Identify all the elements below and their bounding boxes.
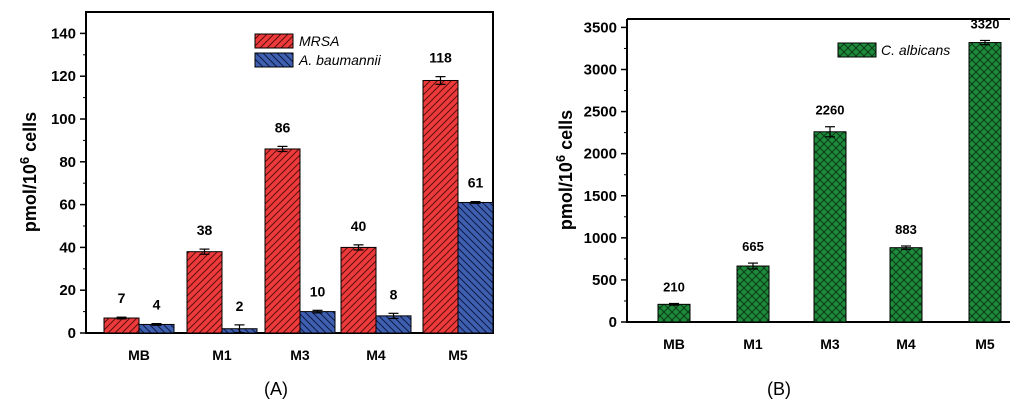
bar-c-albicans-m1 [736, 265, 770, 323]
legend-label-c-albicans: C. albicans [881, 42, 950, 58]
bar-c-albicans-m5 [968, 42, 1002, 323]
y-tick-label: 500 [592, 272, 617, 289]
y-tick-label: 1000 [584, 230, 617, 247]
x-tick-label-mb: MB [663, 336, 685, 352]
data-label-a-baumannii-mb: 4 [153, 297, 161, 313]
x-tick-label-m4: M4 [366, 347, 386, 363]
y-axis-a: 0 20 40 60 80 100 120 140 [51, 25, 86, 342]
y-tick-label: 40 [59, 239, 76, 256]
bar-c-albicans-m3 [813, 131, 847, 323]
y-tick-label: 100 [51, 111, 76, 128]
data-label-a-baumannii-m3: 10 [310, 283, 326, 299]
chart-panel-b: 0 500 1000 1500 2000 2500 3000 3500 210 665 2260 8… [553, 16, 1010, 399]
data-label-c-albicans-m5: 3320 [971, 16, 1000, 31]
data-label-mrsa-m4: 40 [351, 218, 367, 234]
panel-label-a: (A) [264, 379, 288, 399]
y-tick-label: 80 [59, 154, 76, 171]
legend-label-mrsa: MRSA [299, 33, 339, 49]
y-tick-label: 120 [51, 68, 76, 85]
y-tick-label: 60 [59, 197, 76, 214]
x-tick-label-m3: M3 [820, 336, 840, 352]
legend-swatch-c-albicans [837, 42, 877, 58]
data-label-c-albicans-m4: 883 [895, 222, 917, 237]
bar-a-baumannii-m3 [299, 311, 336, 334]
legend-label-a-baumannii: A. baumannii [298, 52, 382, 68]
legend-swatch-a-baumannii [254, 52, 294, 68]
bar-mrsa-m3 [264, 148, 301, 334]
y-tick-label: 20 [59, 282, 76, 299]
y-axis-label-a: pmol/106 cells [17, 112, 40, 232]
y-tick-label: 1500 [584, 188, 617, 205]
bar-mrsa-mb [103, 317, 140, 334]
bar-mrsa-m1 [186, 251, 223, 334]
x-tick-label-m3: M3 [290, 347, 310, 363]
data-label-c-albicans-mb: 210 [663, 279, 685, 294]
y-tick-label: 2500 [584, 104, 617, 121]
data-label-mrsa-m3: 86 [275, 119, 291, 135]
bar-mrsa-m5 [422, 79, 459, 334]
data-label-c-albicans-m1: 665 [742, 239, 764, 254]
bar-a-baumannii-m5 [457, 201, 494, 334]
data-label-c-albicans-m3: 2260 [816, 103, 845, 118]
data-label-mrsa-m5: 118 [429, 50, 452, 66]
bars-b: 210 665 2260 883 3320 [657, 16, 1002, 323]
legend-b: C. albicans [837, 42, 950, 58]
x-axis-b: MB M1 M3 M4 M5 [663, 336, 995, 352]
bar-c-albicans-mb [657, 303, 691, 323]
bar-mrsa-m4 [340, 246, 377, 334]
y-tick-label: 140 [51, 25, 76, 42]
x-tick-label-m1: M1 [743, 336, 763, 352]
y-tick-label: 3000 [584, 62, 617, 79]
x-tick-label-m4: M4 [896, 336, 916, 352]
legend-swatch-mrsa [254, 33, 294, 49]
panel-label-b: (B) [767, 379, 791, 399]
data-label-a-baumannii-m4: 8 [390, 286, 398, 302]
data-label-a-baumannii-m1: 2 [236, 298, 244, 314]
x-axis-a: MB M1 M3 M4 M5 [128, 347, 468, 363]
x-tick-label-m5: M5 [975, 336, 995, 352]
y-axis-b: 0 500 1000 1500 2000 2500 3000 3500 [584, 19, 627, 331]
data-label-mrsa-m1: 38 [197, 222, 213, 238]
y-tick-label: 0 [68, 325, 76, 342]
y-axis-label-b: pmol/106 cells [553, 110, 576, 230]
data-label-mrsa-mb: 7 [118, 290, 126, 306]
y-tick-label: 0 [609, 314, 617, 331]
x-tick-label-mb: MB [128, 347, 150, 363]
x-tick-label-m5: M5 [448, 347, 468, 363]
legend-a: MRSA A. baumannii [254, 33, 382, 68]
bar-c-albicans-m4 [889, 247, 923, 323]
y-tick-label: 2000 [584, 146, 617, 163]
data-label-a-baumannii-m5: 61 [468, 175, 484, 191]
x-tick-label-m1: M1 [212, 347, 232, 363]
y-tick-label: 3500 [584, 19, 617, 36]
